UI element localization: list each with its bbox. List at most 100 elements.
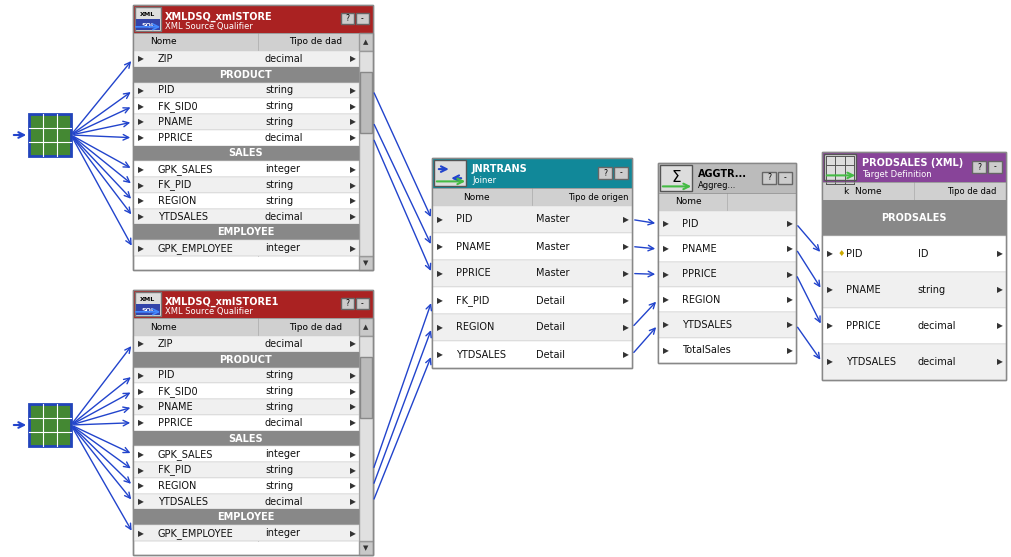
Bar — [359, 33, 373, 51]
Text: PID: PID — [681, 219, 698, 229]
Text: PID: PID — [845, 249, 861, 259]
Text: decimal: decimal — [265, 54, 303, 64]
Text: XMLDSQ_xmlSTORE1: XMLDSQ_xmlSTORE1 — [165, 297, 279, 307]
Text: string: string — [265, 402, 293, 412]
Text: string: string — [265, 386, 293, 396]
Text: Nome: Nome — [150, 323, 176, 331]
Text: XMLDSQ_xmlSTORE: XMLDSQ_xmlSTORE — [165, 12, 272, 22]
Text: ▶: ▶ — [787, 270, 793, 279]
Text: string: string — [265, 101, 293, 111]
Text: ▶: ▶ — [350, 86, 356, 95]
Text: ?: ? — [345, 299, 349, 308]
Bar — [132, 415, 359, 431]
Text: ?: ? — [766, 173, 770, 183]
Bar — [823, 154, 855, 180]
Text: YTDSALES: YTDSALES — [456, 349, 506, 359]
Text: XML Source Qualifier: XML Source Qualifier — [165, 22, 253, 31]
Text: ▶: ▶ — [137, 133, 144, 142]
Bar — [434, 160, 465, 186]
Bar — [132, 494, 359, 510]
Text: ▶: ▶ — [662, 270, 668, 279]
Text: ▶: ▶ — [826, 358, 832, 367]
Bar — [132, 193, 359, 209]
Text: ▶: ▶ — [662, 219, 668, 228]
Bar — [132, 336, 359, 352]
Text: GPK_SALES: GPK_SALES — [158, 449, 213, 460]
Bar — [359, 336, 373, 541]
Bar — [432, 341, 632, 368]
Text: Detail: Detail — [536, 349, 564, 359]
Text: ID: ID — [917, 249, 927, 259]
Text: TotalSales: TotalSales — [681, 345, 730, 355]
Text: PNAME: PNAME — [158, 402, 192, 412]
Text: PNAME: PNAME — [681, 244, 716, 254]
Text: ▶: ▶ — [623, 323, 628, 332]
Bar — [132, 33, 359, 51]
Bar — [657, 193, 796, 211]
Text: ▶: ▶ — [350, 243, 356, 253]
Text: PRODSALES (XML): PRODSALES (XML) — [861, 158, 962, 168]
Bar — [132, 224, 359, 240]
Bar — [761, 172, 775, 184]
Text: -: - — [783, 173, 786, 183]
Text: SALES: SALES — [228, 149, 263, 159]
Text: ▶: ▶ — [623, 242, 628, 251]
Text: FK_PID: FK_PID — [158, 465, 191, 476]
Bar — [432, 206, 632, 233]
Text: ▶: ▶ — [350, 466, 356, 475]
Bar — [432, 260, 632, 287]
Bar — [134, 292, 161, 316]
Bar — [132, 368, 359, 383]
Bar — [132, 290, 373, 555]
Bar — [360, 71, 372, 133]
Bar — [432, 158, 632, 188]
Text: ▶: ▶ — [662, 295, 668, 304]
Bar — [821, 152, 1005, 182]
Bar — [359, 318, 373, 336]
Text: ▶: ▶ — [826, 321, 832, 330]
Text: ▶: ▶ — [350, 387, 356, 395]
Bar — [598, 167, 612, 179]
Text: ▶: ▶ — [137, 481, 144, 490]
Bar — [971, 161, 985, 173]
Bar — [432, 314, 632, 341]
Text: ▼: ▼ — [363, 545, 368, 551]
Text: ▶: ▶ — [350, 371, 356, 380]
Bar — [432, 158, 632, 368]
Text: FK_PID: FK_PID — [456, 295, 489, 306]
Text: PPRICE: PPRICE — [845, 321, 880, 331]
Text: ▶: ▶ — [137, 418, 144, 427]
Bar — [132, 5, 373, 270]
Text: string: string — [265, 370, 293, 380]
Text: ▲: ▲ — [363, 39, 368, 45]
Text: ▶: ▶ — [137, 449, 144, 459]
Text: Nome: Nome — [462, 193, 489, 202]
Bar — [132, 478, 359, 494]
Text: PNAME: PNAME — [845, 285, 880, 295]
Bar — [132, 5, 373, 33]
Text: ▶: ▶ — [437, 215, 443, 224]
Bar — [132, 525, 359, 541]
Bar — [132, 290, 373, 555]
Bar — [360, 356, 372, 418]
Text: GPK_EMPLOYEE: GPK_EMPLOYEE — [158, 243, 234, 253]
Text: string: string — [265, 180, 293, 190]
Text: string: string — [265, 196, 293, 206]
Text: ▶: ▶ — [437, 350, 443, 359]
Text: FK_SID0: FK_SID0 — [158, 386, 197, 397]
Text: ▶: ▶ — [662, 245, 668, 253]
Text: ▶: ▶ — [623, 350, 628, 359]
Text: ▶: ▶ — [996, 321, 1002, 330]
Text: GPK_EMPLOYEE: GPK_EMPLOYEE — [158, 527, 234, 539]
Text: ▶: ▶ — [787, 346, 793, 355]
Text: k  Nome: k Nome — [843, 187, 881, 196]
Text: SQL: SQL — [141, 307, 155, 312]
Bar — [135, 19, 160, 30]
Text: ▶: ▶ — [350, 55, 356, 63]
Text: ▶: ▶ — [437, 242, 443, 251]
Text: ▲: ▲ — [363, 324, 368, 330]
Text: PRODUCT: PRODUCT — [219, 355, 272, 365]
Text: ▶: ▶ — [350, 529, 356, 538]
Bar — [821, 344, 1005, 380]
Text: FK_PID: FK_PID — [158, 179, 191, 190]
